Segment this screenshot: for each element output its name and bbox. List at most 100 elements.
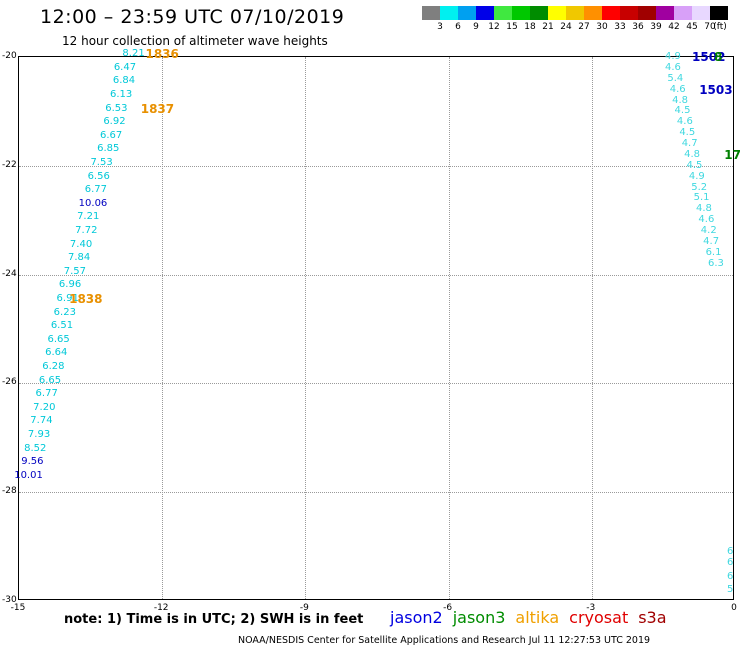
wave-height-value: 4.9 bbox=[688, 170, 705, 182]
legend-label: 45 bbox=[686, 22, 698, 32]
pass-time-label: 1837 bbox=[140, 101, 175, 116]
wave-height-value: 9.56 bbox=[21, 456, 44, 468]
pass-time-label: 8 bbox=[714, 50, 723, 64]
wave-height-value: 5.4 bbox=[667, 72, 684, 84]
wave-height-value: 6.28 bbox=[42, 361, 65, 373]
wave-height-value: 4.9 bbox=[664, 51, 681, 62]
wave-height-value: 6.13 bbox=[110, 89, 133, 101]
legend-swatch bbox=[602, 6, 620, 20]
wave-height-value: 6.65 bbox=[38, 374, 62, 386]
legend-swatch bbox=[512, 6, 530, 20]
legend-label: 24 bbox=[560, 22, 572, 32]
wave-height-value: 6.51 bbox=[50, 320, 74, 332]
legend-swatch bbox=[458, 6, 476, 20]
wave-height-value: 4.8 bbox=[672, 94, 689, 106]
legend-swatch bbox=[638, 6, 656, 20]
satellite-legend: jason2 jason3 altika cryosat s3a bbox=[390, 608, 677, 627]
legend-swatch bbox=[710, 6, 728, 20]
legend-swatch bbox=[692, 6, 710, 20]
wave-height-value: 4.8 bbox=[696, 203, 712, 215]
color-scale-labels: 3 6 9 12 15 18 21 24 27 30 33 36 39 42 45 70 (ft) bbox=[422, 22, 740, 34]
satellite-name: jason3 bbox=[452, 608, 506, 627]
latitude-label: -28 bbox=[2, 486, 17, 497]
legend-swatch bbox=[566, 6, 584, 20]
wave-height-value: 6.53 bbox=[105, 102, 128, 114]
wave-height-value: 4.7 bbox=[703, 235, 720, 247]
wave-height-value: 6.64 bbox=[45, 347, 68, 359]
wave-height-value: 7.57 bbox=[63, 265, 86, 277]
legend-label: 30 bbox=[596, 22, 608, 32]
footnote: note: 1) Time is in UTC; 2) SWH is in fe… bbox=[64, 612, 364, 627]
legend-label: 42 bbox=[668, 22, 680, 32]
color-scale-legend bbox=[422, 6, 728, 20]
satellite-name: altika bbox=[515, 608, 560, 627]
legend-label: 15 bbox=[506, 22, 518, 32]
longitude-label: -6 bbox=[443, 603, 453, 613]
wave-height-value: 6.3 bbox=[707, 257, 724, 269]
wave-height-value: 4.8 bbox=[684, 148, 700, 160]
satellite-name: s3a bbox=[638, 608, 667, 627]
wave-height-value: 7.93 bbox=[27, 429, 51, 441]
wave-height-value: 6 bbox=[727, 570, 734, 582]
parallel-line bbox=[19, 383, 733, 385]
legend-swatch bbox=[584, 6, 602, 20]
wave-height-value: 4.5 bbox=[686, 159, 703, 171]
latitude-label: -30 bbox=[2, 595, 17, 605]
latitude-label: -20 bbox=[2, 51, 17, 61]
wave-height-value: 6.91 bbox=[56, 293, 79, 305]
wave-height-value: 6.84 bbox=[112, 75, 136, 87]
legend-label: 12 bbox=[488, 22, 500, 32]
satellite-name: jason2 bbox=[390, 608, 443, 627]
longitude-label: -15 bbox=[10, 603, 26, 613]
wave-height-value: 8.21 bbox=[122, 48, 145, 60]
parallel-line bbox=[19, 492, 733, 494]
wave-height-value: 6.77 bbox=[35, 388, 58, 400]
legend-label: 27 bbox=[578, 22, 590, 32]
meridian-line bbox=[162, 57, 164, 599]
legend-swatch bbox=[422, 6, 440, 20]
wave-height-value: 4.6 bbox=[676, 116, 693, 128]
pass-time-label: 17 bbox=[724, 147, 740, 162]
satellite-name: cryosat bbox=[569, 608, 629, 627]
latitude-label: -22 bbox=[2, 159, 17, 170]
wave-height-value: 6.1 bbox=[705, 246, 722, 258]
wave-height-value: 7.21 bbox=[77, 211, 100, 223]
legend-label: 39 bbox=[650, 22, 662, 32]
wave-height-value: 4.5 bbox=[679, 127, 696, 139]
legend-swatch bbox=[494, 6, 512, 20]
wave-height-value: 4.6 bbox=[669, 83, 686, 95]
wave-height-value: 6.77 bbox=[84, 184, 107, 196]
legend-unit: (ft) bbox=[713, 22, 727, 32]
pass-time-label: 1838 bbox=[69, 292, 103, 307]
credit-line: NOAA/NESDIS Center for Satellite Applica… bbox=[238, 635, 651, 646]
legend-swatch bbox=[530, 6, 548, 20]
legend-swatch bbox=[476, 6, 494, 20]
legend-label: 6 bbox=[455, 22, 461, 32]
wave-height-value: 5.2 bbox=[691, 181, 708, 193]
longitude-label: -9 bbox=[299, 603, 309, 613]
wave-height-value: 6.96 bbox=[58, 279, 82, 291]
pass-time-label: 1502 bbox=[692, 50, 726, 64]
wave-height-value: 5 bbox=[727, 584, 734, 596]
parallel-line bbox=[19, 274, 733, 276]
wave-height-value: 6.56 bbox=[87, 170, 110, 182]
legend-label: 21 bbox=[542, 22, 554, 32]
legend-label: 70 bbox=[704, 22, 716, 32]
wave-height-value: 5.1 bbox=[693, 192, 710, 204]
pass-time-label: 1503 bbox=[699, 82, 733, 97]
wave-height-value: 6 bbox=[727, 556, 734, 568]
map-title: 12:00 – 23:59 UTC 07/10/2019 bbox=[40, 6, 345, 28]
legend-label: 3 bbox=[437, 22, 443, 32]
wave-height-value: 6.23 bbox=[53, 306, 76, 318]
legend-swatch bbox=[620, 6, 638, 20]
wave-height-value: 7.53 bbox=[90, 157, 113, 169]
legend-swatch bbox=[440, 6, 458, 20]
longitude-label: 0 bbox=[731, 603, 737, 613]
pass-time-label: 1836 bbox=[145, 47, 179, 62]
wave-height-value: 6.47 bbox=[113, 61, 137, 73]
legend-label: 9 bbox=[473, 22, 479, 32]
wave-height-value: 6 bbox=[727, 546, 734, 558]
legend-label: 33 bbox=[614, 22, 626, 32]
wave-height-value: 4.6 bbox=[698, 214, 715, 226]
legend-swatch bbox=[548, 6, 566, 20]
